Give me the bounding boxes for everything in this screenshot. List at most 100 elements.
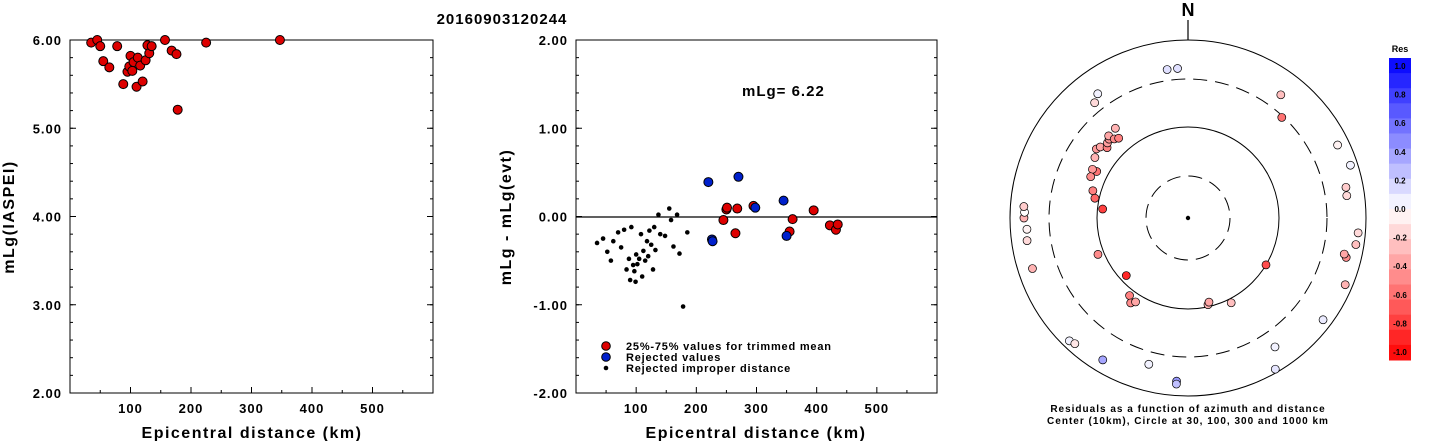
colorbar-ticks: 1.0 0.8 0.6 0.4 0.2 0.0 -0.2 -0.4 -0.6 -0.8 -1.0 bbox=[1393, 62, 1407, 357]
middle-point-improper bbox=[635, 261, 640, 267]
middle-point-trimmed bbox=[787, 214, 798, 225]
middle-point-improper bbox=[645, 253, 651, 259]
middle-point-improper bbox=[651, 224, 657, 230]
left-ytick-label: 5.00 bbox=[33, 121, 62, 136]
middle-point-improper bbox=[648, 242, 654, 248]
colorbar-tick-label: -0.2 bbox=[1393, 234, 1407, 243]
middle-point-rejected bbox=[778, 195, 789, 206]
polar-point bbox=[1276, 90, 1286, 100]
polar-point bbox=[1351, 240, 1361, 249]
polar-point bbox=[1270, 364, 1280, 374]
polar-point bbox=[1019, 202, 1029, 211]
left-point bbox=[127, 65, 138, 76]
middle-xtick-label: 300 bbox=[744, 401, 769, 416]
colorbar-cell bbox=[1389, 58, 1411, 74]
polar-point bbox=[1093, 89, 1103, 99]
middle-ytick-label: 2.00 bbox=[539, 33, 568, 48]
middle-xtick-label: 400 bbox=[804, 401, 829, 416]
polar-point bbox=[1022, 236, 1032, 245]
figure-title: 20160903120244 bbox=[437, 11, 568, 28]
middle-point-improper bbox=[604, 249, 610, 255]
middle-point-improper bbox=[666, 206, 672, 211]
polar-point bbox=[1341, 182, 1351, 192]
polar-point bbox=[1086, 172, 1096, 182]
left-point bbox=[118, 79, 129, 90]
circle-30km bbox=[1145, 175, 1231, 261]
polar-panel: N Residuals as a function of azimuth and… bbox=[1009, 0, 1367, 427]
left-xtick-label: 100 bbox=[118, 401, 143, 416]
middle-point-rejected bbox=[703, 177, 714, 188]
polar-point bbox=[1346, 160, 1355, 170]
polar-point bbox=[1277, 113, 1287, 122]
center-dot bbox=[1185, 215, 1191, 221]
middle-point-improper bbox=[636, 256, 642, 262]
left-point bbox=[104, 62, 115, 73]
polar-point bbox=[1121, 271, 1131, 280]
polar-point bbox=[1028, 264, 1037, 273]
colorbar-cell bbox=[1389, 148, 1411, 165]
colorbar-cell bbox=[1389, 73, 1411, 89]
middle-y-axis-label: mLg - mLg(evt) bbox=[498, 149, 515, 286]
polar-point bbox=[1131, 297, 1140, 307]
left-ticks: 100 200 300 400 500 2.00 3.00 4.00 5.00 6.00 bbox=[33, 33, 433, 416]
middle-point-rejected bbox=[733, 171, 744, 182]
middle-point-trimmed bbox=[718, 215, 729, 226]
middle-ytick-label: 0.00 bbox=[539, 210, 568, 225]
polar-point bbox=[1110, 123, 1120, 133]
legend-marker bbox=[601, 341, 611, 351]
polar-points bbox=[1019, 64, 1363, 389]
polar-point bbox=[1318, 315, 1328, 325]
middle-points bbox=[594, 171, 843, 309]
polar-point bbox=[1090, 193, 1100, 203]
middle-point-improper bbox=[647, 228, 652, 233]
middle-point-improper bbox=[621, 227, 627, 233]
polar-point bbox=[1340, 280, 1350, 290]
middle-point-improper bbox=[594, 240, 600, 246]
left-points bbox=[86, 35, 285, 115]
middle-xtick-label: 200 bbox=[684, 401, 709, 416]
polar-caption-1: Residuals as a function of azimuth and d… bbox=[1050, 404, 1325, 415]
colorbar-tick-label: 1.0 bbox=[1394, 62, 1406, 71]
colorbar-cell bbox=[1389, 284, 1411, 301]
polar-point bbox=[1144, 359, 1154, 369]
middle-point-improper bbox=[624, 267, 629, 272]
polar-point bbox=[1022, 224, 1032, 234]
polar-point bbox=[1090, 98, 1100, 108]
colorbar-cell bbox=[1389, 193, 1411, 210]
middle-point-improper bbox=[608, 258, 614, 263]
left-point bbox=[98, 56, 109, 67]
middle-point-improper bbox=[627, 277, 633, 283]
left-point bbox=[95, 41, 106, 52]
polar-point bbox=[1333, 140, 1342, 150]
polar-point bbox=[1204, 297, 1214, 307]
colorbar-cell bbox=[1389, 133, 1411, 150]
polar-point bbox=[1114, 133, 1124, 143]
polar-point bbox=[1088, 164, 1097, 174]
middle-point-improper bbox=[641, 248, 646, 254]
colorbar-cell bbox=[1389, 209, 1411, 225]
polar-point bbox=[1342, 191, 1352, 201]
middle-legend: 25%-75% values for trimmed meanRejected … bbox=[601, 341, 831, 375]
middle-ticks: 100 200 300 400 500 -2.00 -1.00 0.00 1.00 2.00 bbox=[533, 33, 937, 416]
left-point bbox=[159, 35, 170, 45]
mlg-annotation: mLg= 6.22 bbox=[742, 83, 825, 100]
left-y-axis-label: mLg(IASPEI) bbox=[1, 160, 18, 273]
polar-point bbox=[1173, 64, 1182, 73]
colorbar-tick-label: 0.0 bbox=[1394, 205, 1406, 214]
middle-xtick-label: 100 bbox=[624, 401, 649, 416]
legend-marker bbox=[601, 352, 611, 362]
colorbar-cell bbox=[1389, 269, 1411, 285]
colorbar-cell bbox=[1389, 344, 1411, 361]
circle-300km bbox=[1048, 78, 1328, 358]
middle-ytick-label: 1.00 bbox=[539, 121, 568, 136]
middle-point-improper bbox=[630, 262, 636, 268]
left-x-axis-label: Epicentral distance (km) bbox=[142, 425, 363, 441]
colorbar-cell bbox=[1389, 178, 1411, 195]
colorbar-cell bbox=[1389, 118, 1411, 134]
colorbar-tick-label: 0.2 bbox=[1394, 176, 1406, 185]
left-ytick-label: 2.00 bbox=[33, 386, 62, 401]
middle-ytick-label: -2.00 bbox=[533, 386, 568, 401]
left-point bbox=[137, 76, 148, 87]
legend-label: Rejected improper distance bbox=[626, 363, 791, 375]
